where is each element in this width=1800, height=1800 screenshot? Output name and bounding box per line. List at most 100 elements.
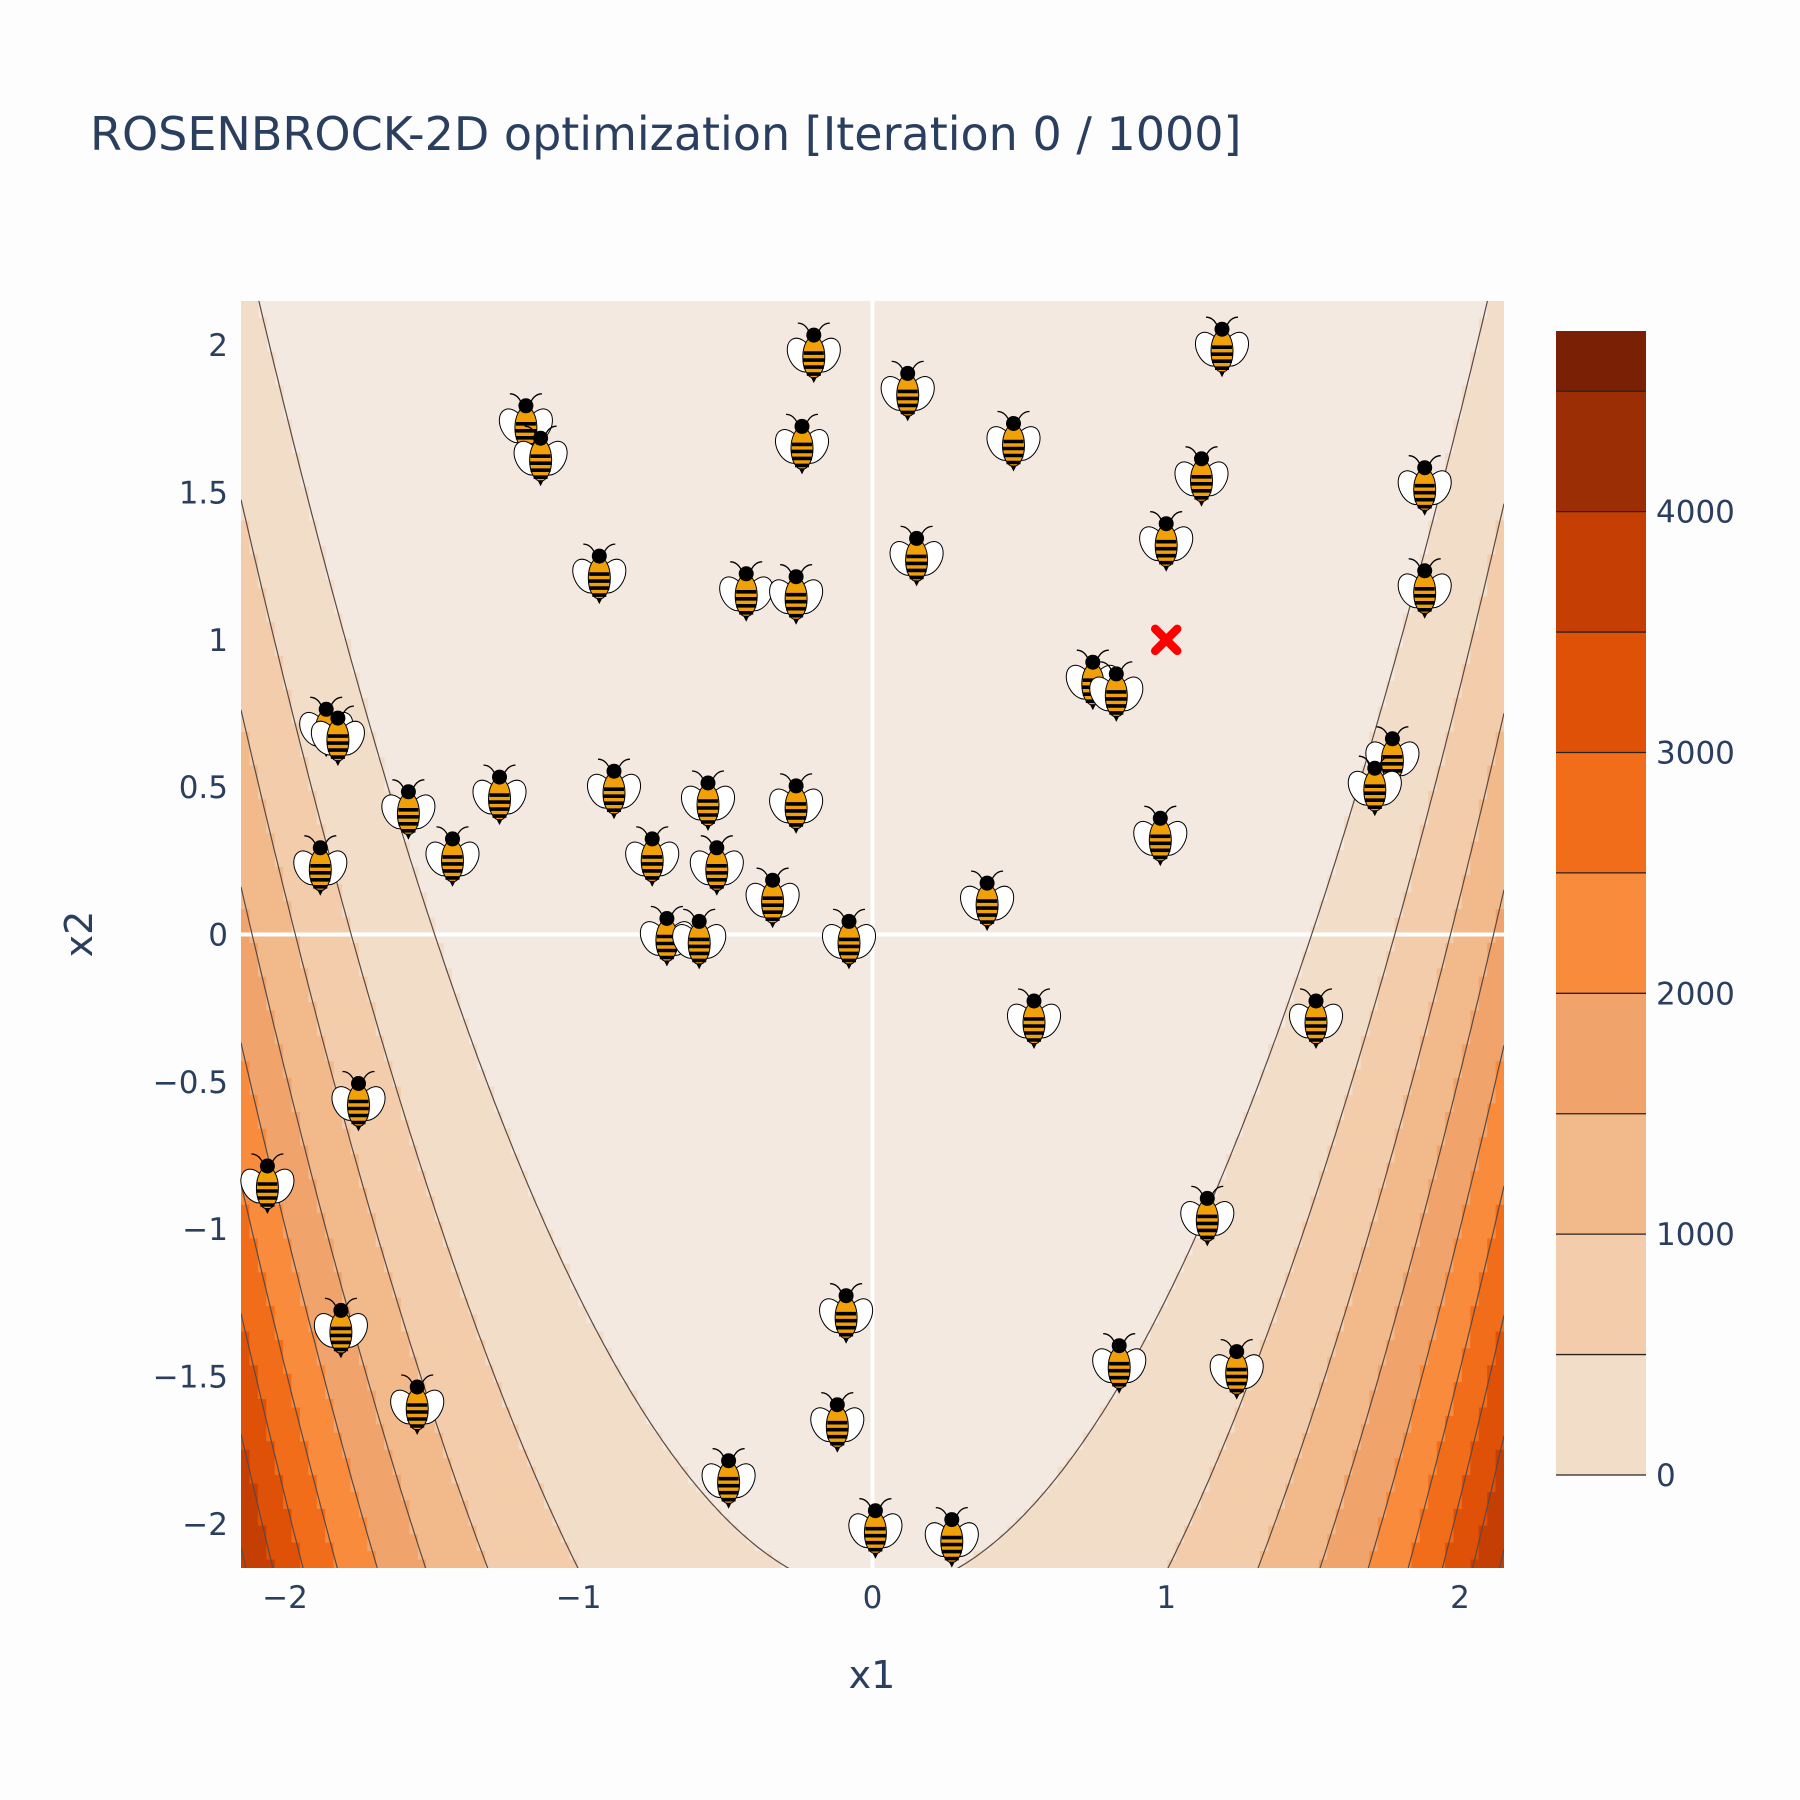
contour-cell [266, 1297, 276, 1307]
contour-cell [1301, 976, 1311, 986]
contour-cell [1402, 1035, 1412, 1045]
contour-cell [350, 1035, 360, 1045]
contour-cell [1495, 850, 1504, 860]
contour-cell [333, 1035, 343, 1045]
contour-cell [342, 697, 352, 708]
contour-cell [1487, 985, 1497, 995]
contour-cell [1276, 1289, 1286, 1299]
contour-cell [367, 1069, 377, 1079]
contour-cell [1335, 1297, 1345, 1307]
contour-cell [1226, 1179, 1236, 1189]
contour-cell [417, 1230, 427, 1240]
contour-cell [586, 1348, 596, 1358]
contour-cell [266, 934, 276, 944]
contour-cell [316, 1027, 326, 1037]
contour-cell [1461, 672, 1471, 682]
contour-cell [316, 959, 326, 969]
contour-cell [291, 588, 301, 598]
contour-cell [299, 638, 309, 648]
contour-cell [1394, 1137, 1404, 1147]
contour-cell [1470, 1339, 1480, 1349]
contour-cell [1386, 1002, 1396, 1012]
contour-cell [249, 883, 259, 893]
contour-cell [1209, 1263, 1219, 1273]
contour-cell [342, 841, 352, 851]
contour-cell [1369, 1297, 1379, 1307]
contour-cell [342, 993, 352, 1003]
contour-cell [257, 799, 267, 809]
contour-cell [400, 985, 410, 995]
contour-cell [291, 1145, 301, 1155]
contour-cell [1487, 782, 1497, 792]
contour-cell [241, 638, 251, 648]
contour-cell [1327, 892, 1337, 902]
contour-cell [1487, 478, 1497, 488]
contour-cell [1487, 866, 1497, 876]
contour-cell [241, 1323, 251, 1333]
contour-cell [476, 1137, 486, 1147]
contour-cell [1318, 926, 1328, 936]
contour-cell [342, 1010, 352, 1020]
contour-cell [375, 774, 385, 784]
contour-cell [1445, 1255, 1455, 1265]
contour-cell [1411, 816, 1421, 826]
contour-cell [325, 1255, 335, 1265]
contour-cell [518, 1280, 528, 1290]
contour-cell [1478, 638, 1488, 648]
contour-cell [409, 1103, 419, 1113]
contour-cell [1478, 486, 1488, 496]
contour-cell [1335, 1120, 1345, 1130]
contour-cell [241, 621, 251, 632]
contour-cell [434, 1137, 444, 1147]
contour-cell [417, 959, 427, 969]
contour-cell [1411, 1255, 1421, 1265]
contour-cell [1293, 1213, 1303, 1223]
contour-cell [249, 562, 259, 572]
contour-cell [367, 1204, 377, 1214]
contour-cell [1344, 985, 1354, 995]
contour-cell [459, 1179, 469, 1189]
contour-cell [1411, 824, 1421, 834]
contour-cell [308, 571, 318, 581]
contour-cell [1327, 1128, 1337, 1138]
contour-cell [1402, 672, 1412, 682]
contour-cell [333, 909, 343, 919]
contour-cell [1301, 1323, 1311, 1333]
contour-cell [291, 621, 301, 632]
contour-cell [1369, 1339, 1379, 1349]
contour-cell [1318, 1263, 1328, 1273]
contour-cell [1436, 926, 1446, 936]
contour-cell [1445, 748, 1455, 758]
contour-cell [283, 486, 293, 496]
contour-cell [308, 647, 318, 657]
contour-cell [384, 900, 394, 910]
contour-cell [1377, 909, 1387, 919]
contour-cell [1495, 495, 1504, 505]
contour-cell [283, 436, 293, 446]
contour-cell [459, 1221, 469, 1231]
contour-cell [1445, 968, 1455, 978]
contour-cell [485, 1348, 495, 1358]
contour-cell [1402, 647, 1412, 657]
contour-cell [283, 1069, 293, 1079]
contour-cell [1470, 841, 1480, 851]
contour-cell [241, 1221, 251, 1231]
contour-cell [1470, 1221, 1480, 1231]
contour-cell [308, 951, 318, 961]
contour-cell [1495, 951, 1504, 961]
contour-cell [1495, 1035, 1504, 1045]
contour-cell [241, 1280, 251, 1290]
contour-cell [1419, 976, 1429, 986]
contour-cell [468, 1154, 478, 1164]
contour-cell [325, 782, 335, 792]
contour-cell [266, 630, 276, 640]
contour-cell [1310, 1145, 1320, 1155]
contour-cell [1428, 1154, 1438, 1164]
contour-cell [1377, 1314, 1387, 1324]
contour-cell [325, 1094, 335, 1105]
contour-cell [291, 1272, 301, 1282]
contour-cell [1453, 1103, 1463, 1113]
contour-cell [1470, 968, 1480, 978]
contour-cell [316, 1078, 326, 1088]
contour-cell [1318, 1297, 1328, 1307]
